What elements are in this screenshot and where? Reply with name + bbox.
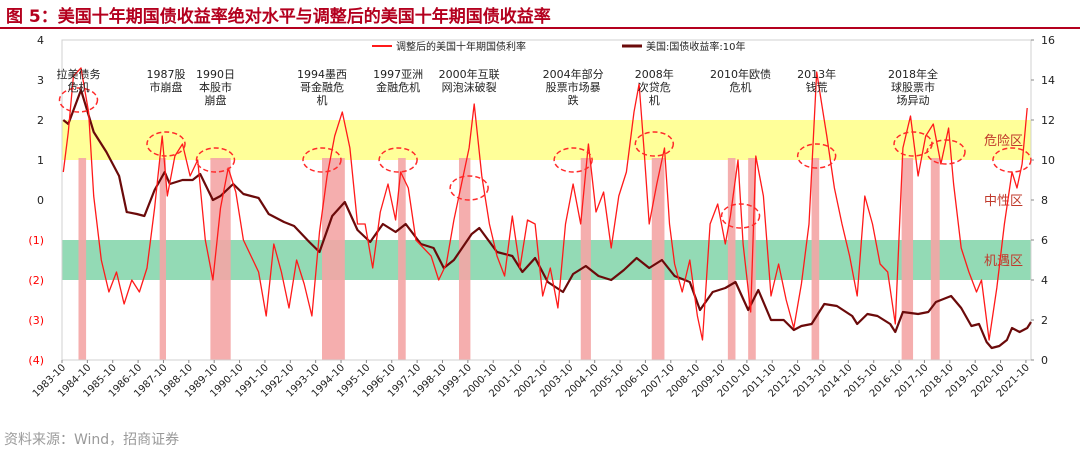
- left-tick-label: (4): [28, 354, 44, 367]
- crisis-bar: [210, 158, 231, 360]
- danger-zone-band: [62, 120, 1031, 160]
- right-tick-label: 2: [1041, 314, 1048, 327]
- event-circle: [146, 131, 186, 157]
- event-label: 1997亚洲金融危机: [373, 68, 423, 94]
- right-tick-label: 16: [1041, 34, 1055, 47]
- event-circle: [992, 147, 1032, 173]
- right-tick-label: 0: [1041, 354, 1048, 367]
- left-tick-label: 4: [37, 34, 44, 47]
- event-circle: [553, 147, 593, 173]
- source-note: 资料来源：Wind，招商证券: [4, 432, 180, 448]
- event-label: 2000年互联网泡沫破裂: [439, 67, 500, 94]
- event-circle: [926, 139, 966, 165]
- event-label: 2010年欧债危机: [710, 67, 771, 94]
- crisis-bar: [458, 158, 471, 360]
- crisis-bar: [78, 158, 87, 360]
- event-label: 1994墨西哥金融危机: [297, 68, 347, 107]
- right-tick-label: 6: [1041, 234, 1048, 247]
- left-tick-label: (2): [28, 274, 44, 287]
- right-tick-label: 12: [1041, 114, 1055, 127]
- left-tick-label: 3: [37, 74, 44, 87]
- event-circle: [378, 147, 418, 173]
- crisis-bar: [398, 158, 406, 360]
- event-label: 1990日本股市崩盘: [196, 68, 235, 107]
- right-tick-label: 4: [1041, 274, 1048, 287]
- adjusted-yield-line: [62, 67, 1028, 341]
- crisis-bar: [159, 158, 167, 360]
- event-circle: [720, 203, 761, 229]
- figure-title: 图 5：美国十年期国债收益率绝对水平与调整后的美国十年期国债收益率: [6, 7, 551, 27]
- legend-label-yield: 美国:国债收益率:10年: [646, 40, 745, 53]
- zone-label: 危险区: [984, 134, 1023, 149]
- event-circles: [58, 87, 1032, 229]
- event-labels: 拉美债务危机 1987股市崩盘 1990日本股市崩盘 1994墨西哥金融危机 1997亚…: [56, 67, 938, 107]
- event-circle: [796, 143, 837, 169]
- event-circle: [195, 147, 236, 173]
- event-label: 1987股市崩盘: [147, 68, 186, 94]
- title-rule: [0, 27, 1080, 29]
- left-tick-label: 1: [37, 154, 44, 167]
- left-tick-label: 0: [37, 194, 44, 207]
- left-tick-label: (1): [28, 234, 44, 247]
- event-label: 2018年全球股票市场异动: [888, 67, 938, 107]
- yield-10y-line: [62, 88, 1032, 350]
- event-label: 2013年钱荒: [797, 67, 836, 94]
- crisis-bar: [811, 158, 820, 360]
- event-circle: [449, 175, 489, 201]
- crisis-bar: [580, 158, 591, 360]
- event-label: 拉美债务危机: [56, 67, 100, 94]
- series-lines: [62, 67, 1032, 350]
- crisis-bar: [651, 158, 665, 360]
- event-circle: [58, 87, 99, 113]
- legend: 调整后的美国十年期国债利率 美国:国债收益率:10年: [372, 40, 745, 53]
- legend-label-adjusted: 调整后的美国十年期国债利率: [396, 40, 526, 53]
- crisis-bar: [727, 158, 736, 360]
- event-label: 2008年次贷危机: [635, 67, 674, 107]
- left-tick-label: 2: [37, 114, 44, 127]
- right-tick-label: 14: [1041, 74, 1055, 87]
- right-tick-label: 10: [1041, 154, 1055, 167]
- crisis-bar: [901, 158, 914, 360]
- right-tick-label: 8: [1041, 194, 1048, 207]
- left-tick-label: (3): [28, 314, 44, 327]
- crisis-bar: [930, 158, 940, 360]
- event-circle: [634, 131, 675, 157]
- event-circle: [302, 147, 342, 173]
- event-label: 2004年部分股票市场暴跌: [543, 67, 604, 107]
- zone-label: 机遇区: [984, 254, 1023, 269]
- zone-label: 中性区: [984, 194, 1023, 209]
- opportunity-zone-band: [62, 240, 1031, 280]
